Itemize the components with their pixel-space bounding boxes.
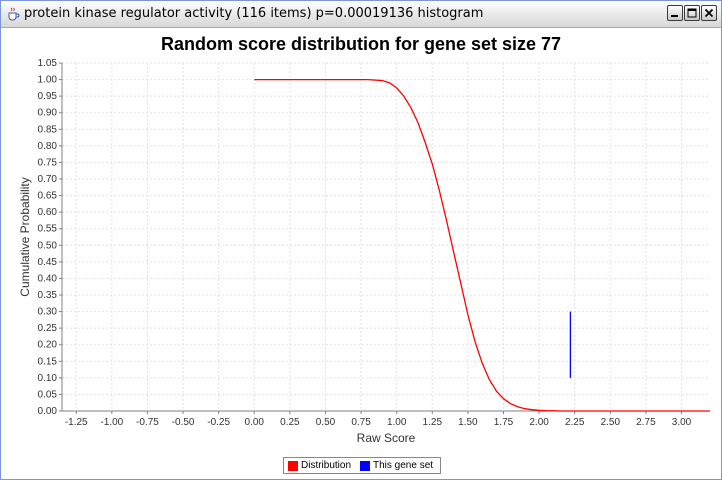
x-tick-label: 1.25	[423, 417, 443, 428]
x-axis-label: Raw Score	[357, 431, 416, 445]
y-tick-label: 0.85	[38, 124, 58, 135]
legend-label-this-gene-set: This gene set	[373, 460, 434, 471]
y-tick-label: 0.55	[38, 224, 58, 235]
x-tick-label: 0.25	[280, 417, 300, 428]
close-icon	[704, 8, 714, 18]
y-tick-label: 0.95	[38, 91, 58, 102]
y-tick-label: 0.65	[38, 191, 58, 202]
x-tick-label: 1.00	[387, 417, 407, 428]
y-tick-label: 0.15	[38, 356, 58, 367]
minimize-button[interactable]	[667, 5, 683, 21]
x-tick-label: 2.00	[529, 417, 549, 428]
chart-legend: Distribution This gene set	[283, 457, 441, 474]
x-tick-label: -1.25	[65, 417, 88, 428]
y-tick-label: 0.75	[38, 157, 58, 168]
y-tick-label: 0.45	[38, 257, 58, 268]
y-tick-label: 0.40	[38, 273, 58, 284]
minimize-icon	[671, 15, 678, 17]
y-tick-label: 0.70	[38, 174, 58, 185]
y-tick-label: 0.35	[38, 290, 58, 301]
distribution-series-line	[254, 78, 710, 412]
y-tick-label: 0.60	[38, 207, 58, 218]
y-tick-label: 0.80	[38, 141, 58, 152]
y-tick-label: 0.50	[38, 240, 58, 251]
legend-swatch-distribution	[288, 460, 298, 471]
y-tick-label: 0.30	[38, 307, 58, 318]
y-axis-label: Cumulative Probability	[18, 177, 32, 296]
x-tick-label: 1.75	[494, 417, 514, 428]
x-tick-label: 0.50	[316, 417, 336, 428]
close-button[interactable]	[701, 5, 717, 21]
x-tick-label: 1.50	[458, 417, 478, 428]
y-tick-label: 0.25	[38, 323, 58, 334]
maximize-button[interactable]	[684, 5, 700, 21]
plot-background	[62, 63, 710, 411]
x-tick-label: -0.75	[136, 417, 159, 428]
window-title: protein kinase regulator activity (116 i…	[24, 6, 484, 21]
x-tick-label: -1.00	[100, 417, 123, 428]
maximize-icon	[687, 8, 697, 18]
title-bar[interactable]: protein kinase regulator activity (116 i…	[1, 1, 721, 28]
y-tick-label: 1.00	[38, 75, 58, 86]
x-tick-label: 2.50	[601, 417, 621, 428]
x-tick-label: 0.00	[245, 417, 265, 428]
y-tick-label: 0.90	[38, 108, 58, 119]
legend-label-distribution: Distribution	[301, 460, 352, 471]
x-tick-label: 0.75	[351, 417, 371, 428]
y-tick-label: 0.10	[38, 373, 58, 384]
chart-title: Random score distribution for gene set s…	[160, 34, 562, 54]
y-tick-label: 1.05	[38, 58, 58, 69]
legend-item-distribution: Distribution	[288, 460, 351, 472]
y-tick-label: 0.00	[38, 406, 58, 417]
y-tick-label: 0.20	[38, 340, 58, 351]
x-tick-label: -0.25	[207, 417, 230, 428]
x-tick-label: 2.25	[565, 417, 585, 428]
x-tick-label: -0.50	[172, 417, 195, 428]
x-tick-label: 2.75	[636, 417, 656, 428]
y-tick-label: 0.05	[38, 389, 58, 400]
x-tick-label: 3.00	[672, 417, 692, 428]
legend-item-this-gene-set: This gene set	[360, 460, 433, 472]
legend-swatch-this-gene-set	[360, 460, 370, 471]
chart-plot: 0.00 0.05 0.10 0.15 0.20 0.25 0.30 0.35 0.40 0.45…	[18, 58, 710, 445]
java-coffee-cup-icon	[8, 7, 20, 21]
chart-panel: Random score distribution for gene set s…	[1, 28, 721, 479]
